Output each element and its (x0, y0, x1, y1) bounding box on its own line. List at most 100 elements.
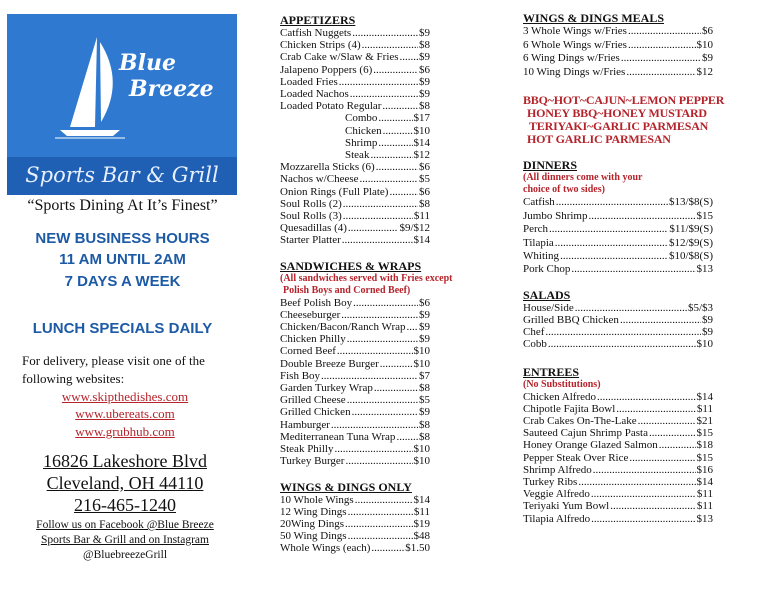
menu-item: Chicken/Bacon/Ranch Wrap $9 (280, 321, 430, 333)
menu-item: Cobb $10 (523, 338, 713, 350)
item-name: Fish Boy (280, 369, 321, 382)
section-note: choice of two sides) (523, 184, 605, 196)
item-name: Steak Philly (280, 443, 334, 456)
item-name: Crab Cakes On-The-Lake (523, 415, 637, 428)
link-skipthedishes[interactable]: www.skipthedishes.com (61, 389, 189, 404)
menu-item: 20Wing Dings $19 (280, 518, 430, 530)
item-price: $13 (696, 263, 714, 276)
menu-item: Starter Platter $14 (280, 234, 430, 246)
menu-item: Mozzarella Sticks (6) $6 (280, 161, 430, 173)
dot-leader (348, 530, 413, 542)
item-name: Pepper Steak Over Rice (523, 451, 629, 464)
menu-item: House/Side $5/$3 (523, 302, 713, 314)
menu-item: Teriyaki Yum Bowl $11 (523, 500, 713, 512)
item-price: $8 (419, 430, 430, 443)
dot-leader (628, 25, 701, 39)
item-price: $14 (413, 493, 431, 506)
item-price: $18 (696, 439, 714, 452)
dot-leader (571, 263, 695, 276)
item-name: 6 Whole Wings w/Fries (523, 38, 627, 51)
item-price: $14 (413, 234, 431, 247)
item-name: Onion Rings (Full Plate) (280, 185, 389, 198)
item-name: Jalapeno Poppers (6) (280, 63, 373, 76)
menu-item: Grilled Chicken $9 (280, 406, 430, 418)
menu-item: Hamburger $8 (280, 419, 430, 431)
sailboat-icon (55, 37, 125, 139)
item-price: $6 (702, 25, 713, 37)
item-name: House/Side (523, 301, 574, 314)
dot-leader (556, 196, 668, 209)
dot-leader (360, 173, 418, 185)
menu-item: Shrimp Alfredo $16 (523, 464, 713, 476)
item-name: Mozzarella Sticks (6) (280, 161, 375, 174)
item-name: 10 Wing Dings w/Fries (523, 65, 626, 78)
link-grubhub[interactable]: www.grubhub.com (75, 424, 175, 439)
item-name: Mediterranean Tuna Wrap (280, 430, 396, 443)
item-name: Shrimp Alfredo (523, 463, 592, 476)
menu-item: Grilled BBQ Chicken $9 (523, 314, 713, 326)
dot-leader (616, 403, 696, 415)
menu-item: Whiting $10/$8(S) (523, 250, 713, 263)
dot-leader (400, 51, 418, 63)
item-price: $12/$9(S) (669, 236, 713, 249)
item-name: Starter Platter (280, 234, 341, 247)
item-name: Cheeseburger (280, 308, 341, 321)
item-name: 3 Whole Wings w/Fries (523, 25, 627, 37)
section-title: WINGS & DINGS ONLY (280, 479, 412, 494)
dot-leader (352, 27, 418, 39)
dot-leader (347, 333, 418, 345)
dot-leader (348, 222, 399, 234)
dot-leader (597, 391, 695, 403)
menu-item: Grilled Cheese $5 (280, 394, 430, 406)
brand-line-1: Blue (119, 50, 176, 76)
delivery-text-2: following websites: (22, 371, 125, 386)
dot-leader (628, 39, 696, 53)
item-price: $19 (413, 517, 431, 530)
item-price: $8 (419, 197, 430, 210)
address-city: Cleveland, OH 44110 (46, 473, 204, 493)
item-price: $11 (696, 402, 713, 415)
social-follow: Follow us on Facebook @Blue Breeze (36, 519, 214, 531)
item-price: $5 (419, 394, 430, 407)
brand-name: Blue Breeze (119, 50, 214, 102)
link-ubereats[interactable]: www.ubereats.com (75, 406, 175, 421)
item-name: Crab Cake w/Slaw & Fries (280, 51, 399, 64)
dot-leader (331, 419, 418, 431)
dot-leader (560, 250, 668, 263)
item-price: $17 (413, 112, 431, 125)
menu-item: Veggie Alfredo $11 (523, 488, 713, 500)
item-name: Quesadillas (4) (280, 222, 347, 235)
menu-item: Soul Rolls (3) $11 (280, 210, 430, 222)
item-price: $8 (419, 100, 430, 113)
item-name: 10 Whole Wings (280, 493, 354, 506)
address-street: 16826 Lakeshore Blvd (43, 451, 207, 471)
dot-leader (362, 39, 418, 51)
item-price: $9 (419, 88, 430, 101)
item-price: $6 (419, 63, 430, 76)
menu-item: Shrimp $14 (280, 137, 430, 149)
item-name: Catfish Nuggets (280, 27, 352, 39)
item-price: $6 (419, 185, 430, 198)
dot-leader (396, 431, 418, 443)
dot-leader (626, 66, 695, 80)
menu-item: Sauteed Cajun Shrimp Pasta $15 (523, 427, 713, 439)
item-price: $11 (413, 505, 430, 518)
dot-leader (347, 394, 418, 406)
item-price: $21 (696, 415, 714, 428)
dot-leader (355, 494, 413, 506)
item-name: Jumbo Shrimp (523, 209, 588, 222)
dot-leader (353, 297, 418, 309)
section-title: APPETIZERS (280, 13, 356, 27)
item-price: $10 (413, 443, 431, 456)
dot-leader (343, 210, 413, 222)
item-name: Loaded Nachos (280, 88, 349, 101)
sauce-line: TERIYAKI~GARLIC PARMESAN (529, 119, 709, 134)
dot-leader (382, 100, 418, 112)
menu-item: Tilapia Alfredo $13 (523, 513, 713, 525)
menu-item: 10 Whole Wings $14 (280, 494, 430, 506)
item-name: Whole Wings (each) (280, 542, 371, 555)
menu-item: Crab Cakes On-The-Lake $21 (523, 415, 713, 427)
section-dinners: DINNERS (All dinners come with your choice… (523, 158, 713, 276)
section-title: ENTREES (523, 364, 580, 379)
